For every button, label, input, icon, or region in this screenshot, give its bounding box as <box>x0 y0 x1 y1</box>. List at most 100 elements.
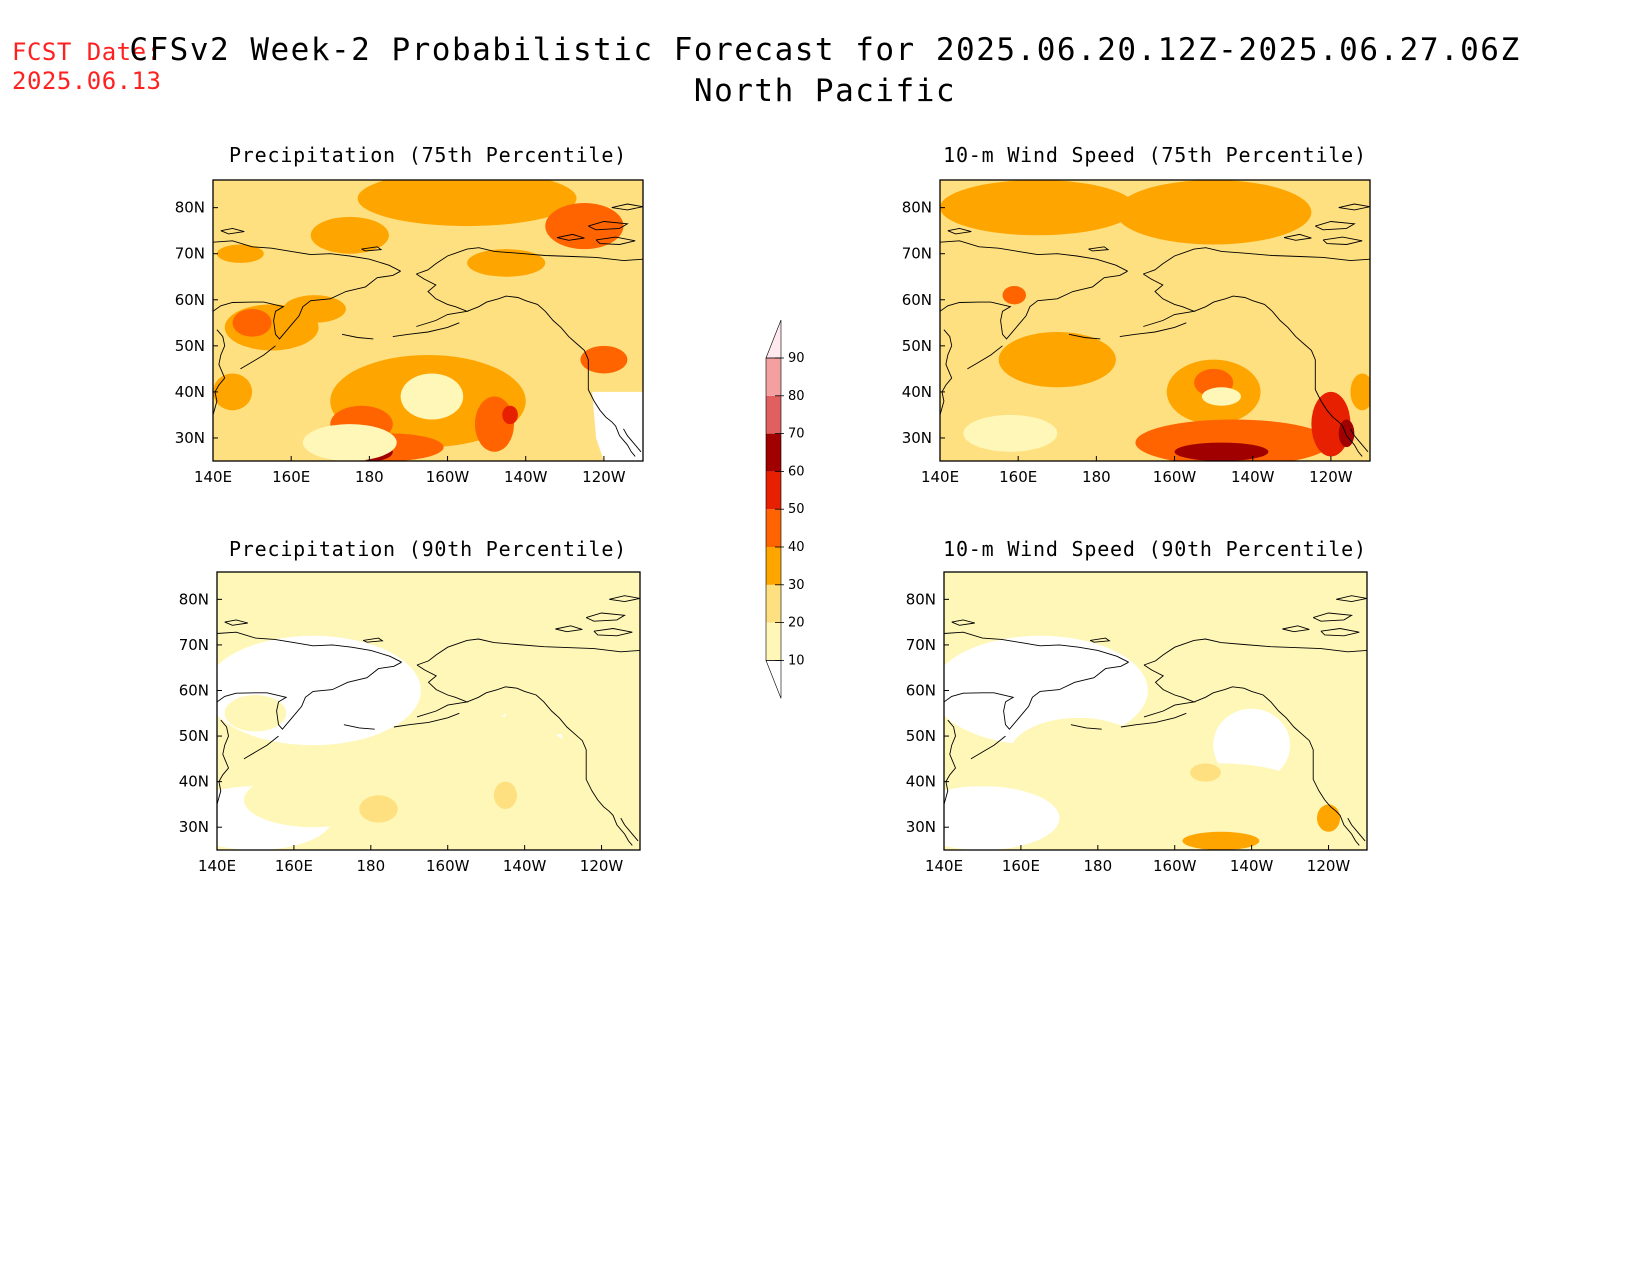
main-title: CFSv2 Week-2 Probabilistic Forecast for … <box>129 32 1521 68</box>
coastline-14 <box>609 595 640 603</box>
pale-blob-1 <box>302 424 397 461</box>
map-panel-0: 140E 160E 180 160W 140W 120W 30N 40N 50N 60N 70N 80… <box>175 179 644 486</box>
coastline-12 <box>1315 221 1356 231</box>
lat-tick-label: 60N <box>906 681 936 699</box>
shading-blob-2 <box>1124 763 1318 837</box>
lon-tick-label: 180 <box>1082 468 1111 486</box>
probability-shading <box>944 572 1367 850</box>
coastline-6 <box>940 329 953 416</box>
coastlines <box>217 595 640 846</box>
coastline-12 <box>1313 612 1354 622</box>
coastline-0 <box>940 240 1128 272</box>
coastline-4 <box>466 295 636 457</box>
colorbar-label: 70 <box>788 427 805 442</box>
lon-tick-label: 140E <box>921 468 959 486</box>
colorbar-label: 60 <box>788 464 805 479</box>
coastline-0 <box>217 631 402 663</box>
coastline-7 <box>243 735 279 760</box>
lat-tick-label: 60N <box>902 291 932 309</box>
colorbar-label: 10 <box>788 653 805 668</box>
colorbar-box-4 <box>766 471 781 510</box>
below-threshold-area <box>944 786 1060 850</box>
shading-blob-5 <box>467 249 546 277</box>
coastline-8 <box>1119 322 1187 338</box>
fcst-label-text: FCST Date: <box>12 38 162 66</box>
shading-blob-12 <box>580 345 628 374</box>
lat-tick-label: 30N <box>175 429 205 447</box>
coastline-3 <box>1143 273 1196 327</box>
coastline-6 <box>213 329 226 416</box>
lon-tick-label: 140E <box>198 857 236 875</box>
colorbar-label: 90 <box>788 351 805 366</box>
coastline-10 <box>947 227 972 235</box>
coastline-2 <box>416 247 643 275</box>
lon-tick-label: 120W <box>582 468 626 486</box>
lat-tick-label: 50N <box>175 337 205 355</box>
coastline-9 <box>341 333 374 340</box>
coastline-1 <box>217 661 402 730</box>
panel-title-wind-90: 10-m Wind Speed (90th Percentile) <box>943 537 1367 561</box>
coastline-3 <box>416 664 469 718</box>
lon-tick-label: 180 <box>1083 857 1112 875</box>
shading-blob-10 <box>1350 373 1370 411</box>
shading-blob-0 <box>940 180 1136 236</box>
shading-blob-6 <box>1174 442 1269 461</box>
panel-title-precip-75: Precipitation (75th Percentile) <box>228 143 628 167</box>
coastline-9 <box>1070 724 1102 730</box>
lat-tick-label: 50N <box>179 727 209 745</box>
coastline-2 <box>1143 638 1367 666</box>
colorbar-box-0 <box>766 622 781 661</box>
shading-blob-3 <box>232 308 272 337</box>
map-frame <box>939 179 1371 462</box>
shading-blob-0 <box>357 180 577 227</box>
lat-tick-label: 80N <box>906 590 936 608</box>
panel-title-precip-90: Precipitation (90th Percentile) <box>228 537 628 561</box>
coastline-3 <box>416 273 469 327</box>
shading-blob-4 <box>310 216 389 254</box>
coastline-7 <box>970 735 1006 760</box>
shading-blob-15 <box>283 295 346 323</box>
map-panel-2: 140E 160E 180 160W 140W 120W 30N 40N 50N 60N 70N 80… <box>179 571 641 875</box>
coastlines <box>213 203 643 457</box>
coastline-4 <box>466 686 633 846</box>
lat-tick-label: 40N <box>906 773 936 791</box>
coastline-11 <box>362 637 384 643</box>
lon-tick-label: 140W <box>503 857 547 875</box>
shading-blob-4 <box>1317 804 1341 832</box>
colorbar-label: 40 <box>788 540 805 555</box>
lon-tick-label: 140W <box>504 468 548 486</box>
coastline-6 <box>217 719 230 805</box>
coastline-8 <box>392 322 460 338</box>
coastline-14 <box>1336 595 1367 603</box>
lat-tick-label: 70N <box>179 636 209 654</box>
region-title: North Pacific <box>693 73 957 109</box>
shading-blob-2 <box>243 772 383 828</box>
forecast-date-label: FCST Date: 2025.06.13 <box>12 38 162 96</box>
shading-blob-14 <box>216 244 264 263</box>
colorbar-label: 20 <box>788 616 805 631</box>
lon-tick-label: 120W <box>580 857 624 875</box>
coastline-4 <box>1193 295 1363 457</box>
shading-blob-10 <box>474 396 514 452</box>
coastline-5 <box>1347 817 1366 842</box>
coastline-5 <box>620 817 639 842</box>
coastline-14 <box>1338 203 1370 211</box>
coastline-7 <box>240 345 276 370</box>
coastline-4 <box>1193 686 1360 846</box>
coastline-8 <box>1120 712 1187 728</box>
map-panel-1: 140E 160E 180 160W 140W 120W 30N 40N 50N 60N 70N 80… <box>902 179 1371 486</box>
coastline-11 <box>1088 246 1110 252</box>
lon-tick-label: 140W <box>1231 468 1275 486</box>
coastline-10 <box>951 619 975 626</box>
lon-tick-label: 160E <box>999 468 1037 486</box>
shading-blob-3 <box>224 695 287 732</box>
below-threshold-area <box>1213 708 1291 782</box>
lat-tick-label: 40N <box>175 383 205 401</box>
colorbar-box-3 <box>766 509 781 547</box>
colorbar-top-extension <box>765 319 782 359</box>
shading-blob-8 <box>1338 419 1355 448</box>
shading-blob-1 <box>1009 717 1148 791</box>
shading-blob-13 <box>213 373 253 411</box>
lon-tick-label: 140E <box>194 468 232 486</box>
